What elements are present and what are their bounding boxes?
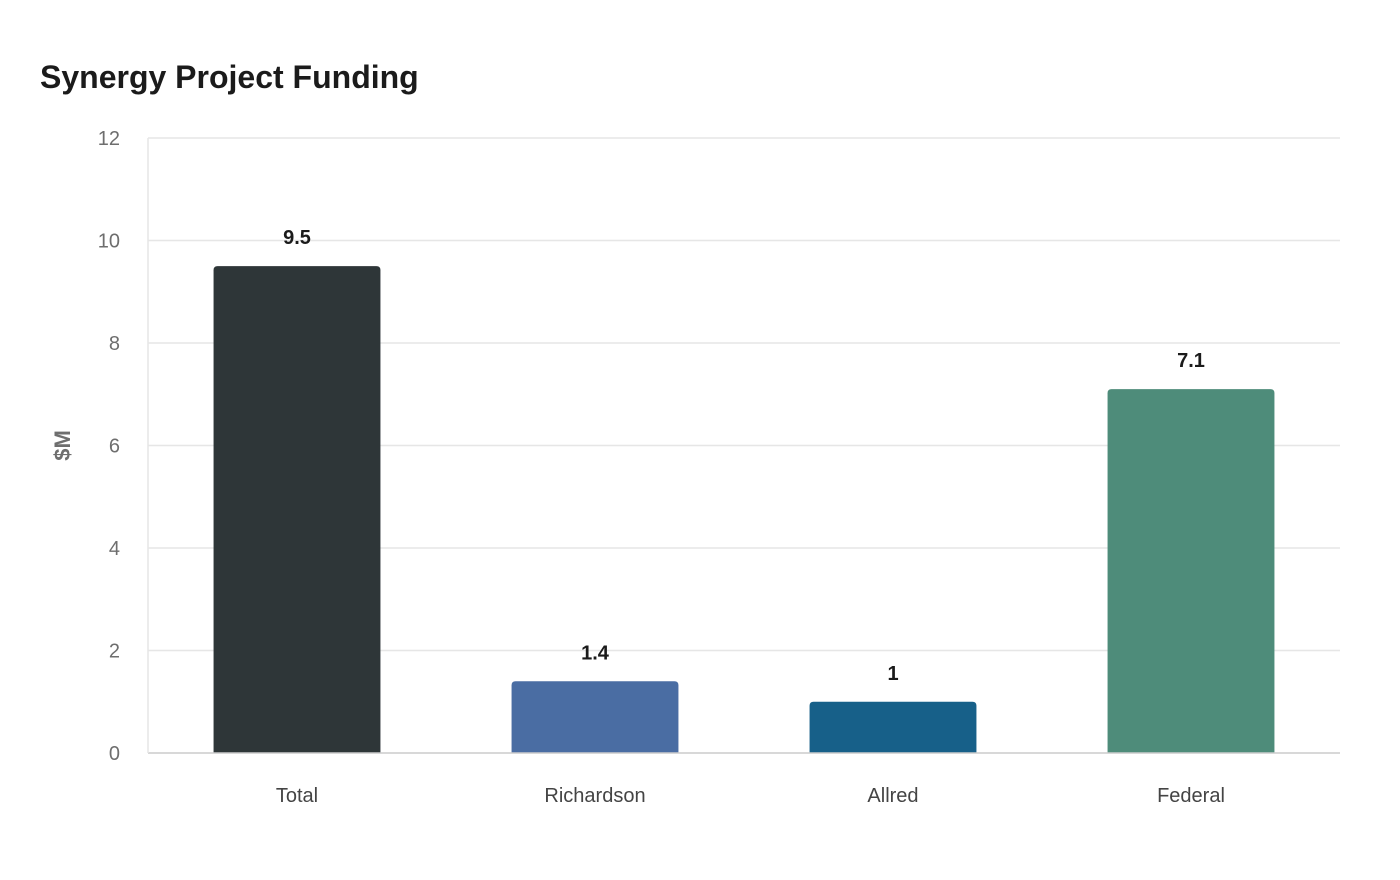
y-axis-ticks: 0 2 4 6 8 10 12 xyxy=(98,128,120,765)
value-label-federal: 7.1 xyxy=(1177,350,1205,372)
y-axis-title: $M xyxy=(50,430,75,461)
bar-allred xyxy=(809,701,977,753)
y-tick-label: 12 xyxy=(98,128,120,150)
value-label-allred: 1 xyxy=(887,663,898,685)
x-axis-categories: Total Richardson Allred Federal xyxy=(276,785,1225,807)
y-tick-label: 6 xyxy=(109,436,120,458)
y-tick-label: 4 xyxy=(109,538,120,560)
y-tick-label: 10 xyxy=(98,231,120,253)
chart-title: Synergy Project Funding xyxy=(40,59,419,95)
bar-federal xyxy=(1107,389,1275,753)
y-tick-label: 8 xyxy=(109,333,120,355)
x-tick-label: Allred xyxy=(867,785,918,807)
bars xyxy=(213,266,1275,753)
value-label-total: 9.5 xyxy=(283,227,311,249)
value-labels: 9.5 1.4 1 7.1 xyxy=(283,227,1205,685)
x-tick-label: Total xyxy=(276,785,318,807)
x-tick-label: Richardson xyxy=(544,785,645,807)
bar-richardson xyxy=(511,681,679,753)
x-tick-label: Federal xyxy=(1157,785,1225,807)
value-label-richardson: 1.4 xyxy=(581,642,610,664)
y-tick-label: 0 xyxy=(109,743,120,765)
y-tick-label: 2 xyxy=(109,641,120,663)
bar-total xyxy=(213,266,381,753)
